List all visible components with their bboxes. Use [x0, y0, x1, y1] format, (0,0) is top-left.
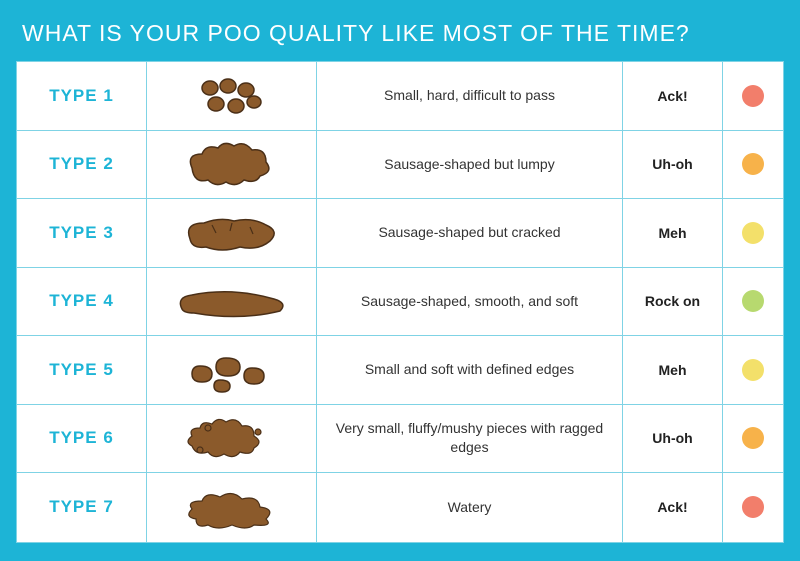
shape-soft-blobs-icon	[162, 342, 302, 398]
description-text: Sausage-shaped but cracked	[378, 223, 560, 242]
type-label: TYPE 2	[49, 154, 114, 174]
status-cell	[723, 62, 783, 130]
type-cell: TYPE 3	[17, 199, 147, 267]
table-row: TYPE 3 Sausage-shaped but cracked Meh	[17, 199, 783, 268]
description-text: Very small, fluffy/mushy pieces with rag…	[325, 419, 614, 457]
type-cell: TYPE 1	[17, 62, 147, 130]
verdict-text: Uh-oh	[652, 430, 692, 446]
type-label: TYPE 1	[49, 86, 114, 106]
verdict-cell: Uh-oh	[623, 131, 723, 199]
status-dot	[742, 222, 764, 244]
shape-cell	[147, 62, 317, 130]
description-cell: Small, hard, difficult to pass	[317, 62, 623, 130]
table-row: TYPE 4 Sausage-shaped, smooth, and soft …	[17, 268, 783, 337]
description-cell: Very small, fluffy/mushy pieces with rag…	[317, 405, 623, 473]
type-label: TYPE 3	[49, 223, 114, 243]
status-dot	[742, 496, 764, 518]
status-cell	[723, 199, 783, 267]
verdict-cell: Ack!	[623, 473, 723, 542]
shape-cell	[147, 405, 317, 473]
status-dot	[742, 359, 764, 381]
verdict-text: Meh	[659, 225, 687, 241]
status-dot	[742, 427, 764, 449]
table-row: TYPE 1 Small, hard, difficult to pass Ac…	[17, 62, 783, 131]
status-dot	[742, 290, 764, 312]
description-cell: Small and soft with defined edges	[317, 336, 623, 404]
chart-title: WHAT IS YOUR POO QUALITY LIKE MOST OF TH…	[22, 20, 784, 47]
verdict-cell: Meh	[623, 199, 723, 267]
table-row: TYPE 7 Watery Ack!	[17, 473, 783, 542]
description-text: Watery	[448, 498, 492, 517]
status-cell	[723, 131, 783, 199]
verdict-cell: Rock on	[623, 268, 723, 336]
shape-pellets-icon	[162, 68, 302, 124]
verdict-text: Uh-oh	[652, 156, 692, 172]
description-cell: Sausage-shaped but cracked	[317, 199, 623, 267]
status-dot	[742, 85, 764, 107]
status-dot	[742, 153, 764, 175]
table-row: TYPE 6 Very small, fluffy/mushy pieces w…	[17, 405, 783, 474]
verdict-text: Ack!	[657, 88, 687, 104]
verdict-cell: Meh	[623, 336, 723, 404]
type-cell: TYPE 4	[17, 268, 147, 336]
shape-cell	[147, 268, 317, 336]
description-cell: Sausage-shaped, smooth, and soft	[317, 268, 623, 336]
shape-smooth-icon	[162, 273, 302, 329]
shape-cell	[147, 473, 317, 542]
status-cell	[723, 268, 783, 336]
verdict-text: Rock on	[645, 293, 700, 309]
type-label: TYPE 4	[49, 291, 114, 311]
stool-chart-grid: TYPE 1 Small, hard, difficult to pass Ac…	[16, 61, 784, 543]
shape-mushy-icon	[162, 410, 302, 466]
verdict-text: Meh	[659, 362, 687, 378]
shape-watery-icon	[162, 479, 302, 535]
status-cell	[723, 473, 783, 542]
type-label: TYPE 6	[49, 428, 114, 448]
type-label: TYPE 5	[49, 360, 114, 380]
table-row: TYPE 5 Small and soft with defined edges…	[17, 336, 783, 405]
shape-cell	[147, 336, 317, 404]
status-cell	[723, 405, 783, 473]
type-cell: TYPE 6	[17, 405, 147, 473]
shape-lumpy-icon	[162, 136, 302, 192]
verdict-cell: Uh-oh	[623, 405, 723, 473]
type-cell: TYPE 5	[17, 336, 147, 404]
type-cell: TYPE 7	[17, 473, 147, 542]
shape-cracked-icon	[162, 205, 302, 261]
verdict-cell: Ack!	[623, 62, 723, 130]
description-cell: Sausage-shaped but lumpy	[317, 131, 623, 199]
description-text: Small and soft with defined edges	[365, 360, 574, 379]
description-text: Small, hard, difficult to pass	[384, 86, 555, 105]
shape-cell	[147, 199, 317, 267]
description-cell: Watery	[317, 473, 623, 542]
type-cell: TYPE 2	[17, 131, 147, 199]
description-text: Sausage-shaped, smooth, and soft	[361, 292, 578, 311]
status-cell	[723, 336, 783, 404]
verdict-text: Ack!	[657, 499, 687, 515]
table-row: TYPE 2 Sausage-shaped but lumpy Uh-oh	[17, 131, 783, 200]
shape-cell	[147, 131, 317, 199]
description-text: Sausage-shaped but lumpy	[384, 155, 554, 174]
type-label: TYPE 7	[49, 497, 114, 517]
